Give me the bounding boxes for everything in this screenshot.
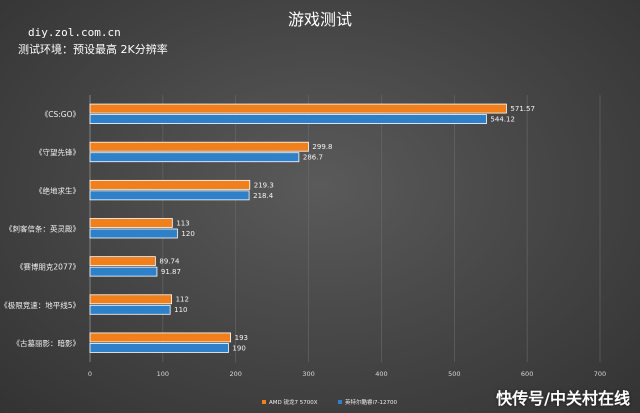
category-label: 《CS:GO》 [41,110,80,119]
bar [89,103,507,114]
data-label: 299.8 [312,143,332,151]
data-label: 193 [235,334,248,342]
data-label: 190 [232,344,245,352]
x-tick-label: 0 [88,370,92,378]
data-label: 112 [176,296,189,304]
x-tick-label: 300 [302,370,314,378]
bar [89,190,250,201]
x-tick-label: 500 [448,370,460,378]
data-label: 89.74 [159,258,180,266]
watermark-text: 快传号/中关村在线 [496,389,630,408]
legend-swatch [262,400,266,404]
legend-label: 英特尔酷睿i7-12700 [345,398,398,406]
category-label: 《古墓丽影：暗影》 [13,338,81,348]
data-label: 571.57 [510,105,535,113]
x-tick-label: 400 [375,370,387,378]
data-label: 120 [181,230,194,238]
bar [89,141,309,152]
bar [89,179,251,190]
data-label: 544.12 [490,116,515,124]
category-label: 《刺客信条：英灵殿》 [5,224,80,234]
bar [89,266,158,277]
data-label: 219.3 [254,181,274,189]
bar [89,256,156,267]
x-tick-label: 600 [521,370,533,378]
data-label: 218.4 [253,192,274,200]
bar [89,228,178,239]
bar [89,332,232,343]
bar [89,343,229,353]
source-text: diy.zol.com.cn [28,26,121,39]
bar [89,218,173,228]
data-label: 91.87 [161,268,181,276]
bar [89,304,171,315]
category-label: 《绝地求生》 [35,185,80,195]
legend-label: AMD 锐龙7 5700X [269,398,318,406]
data-label: 110 [174,306,187,314]
bar [89,294,172,305]
x-tick-label: 700 [594,370,606,378]
data-label: 286.7 [303,154,323,162]
legend-swatch [338,400,342,404]
bar [89,152,300,163]
data-label: 113 [176,219,189,227]
x-tick-label: 200 [230,370,242,378]
category-label: 《守望先锋》 [35,147,80,157]
bar [89,114,487,124]
chart-subtitle: 测试环境：预设最高 2K分辨率 [18,43,168,56]
category-label: 《极限竞速：地平线5》 [0,300,80,310]
x-tick-label: 100 [157,370,169,378]
chart-title: 游戏测试 [287,10,352,29]
category-label: 《赛博朋克2077》 [16,262,80,272]
